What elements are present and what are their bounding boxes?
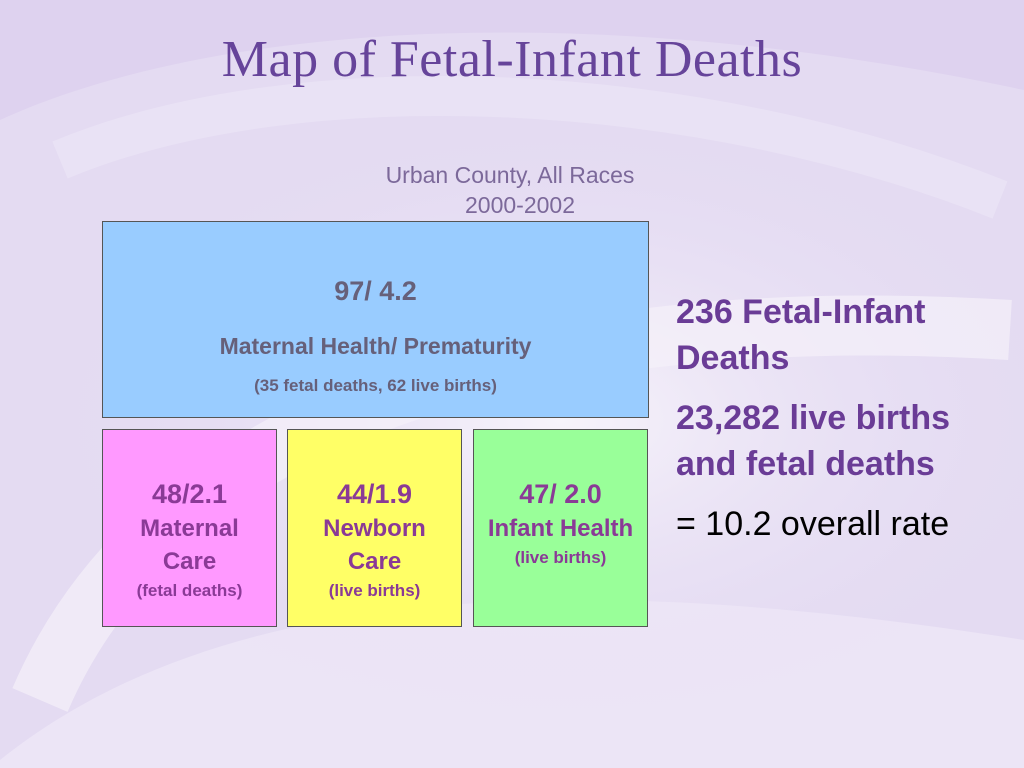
total-births-stat: 23,282 live births and fetal deaths bbox=[676, 399, 951, 483]
box-value: 47/ 2.0 bbox=[519, 479, 602, 509]
maternal-care-box: 48/2.1 Maternal Care (fetal deaths) bbox=[102, 429, 277, 627]
subtitle-location: Urban County, All Races bbox=[385, 162, 635, 188]
newborn-care-box: 44/1.9 Newborn Care (live births) bbox=[287, 429, 462, 627]
box-value: 97/ 4.2 bbox=[334, 276, 417, 306]
subtitle-years: 2000-2002 bbox=[465, 192, 575, 218]
box-note: (35 fetal deaths, 62 live births) bbox=[254, 376, 497, 395]
box-label: Newborn Care bbox=[323, 515, 426, 575]
maternal-health-prematurity-box: 97/ 4.2 Maternal Health/ Prematurity (35… bbox=[102, 221, 649, 418]
page-title: Map of Fetal-Infant Deaths bbox=[221, 31, 803, 88]
box-value: 44/1.9 bbox=[336, 479, 413, 509]
summary-panel: 236 Fetal-Infant Deaths 23,282 live birt… bbox=[676, 289, 976, 547]
subtitle: Urban County, All Races 2000-2002 bbox=[330, 160, 690, 220]
box-note: (fetal deaths) bbox=[136, 581, 243, 600]
box-note: (live births) bbox=[328, 581, 421, 600]
box-label: Infant Health bbox=[487, 515, 634, 542]
overall-rate: = 10.2 overall rate bbox=[676, 505, 950, 543]
infant-health-box: 47/ 2.0 Infant Health (live births) bbox=[473, 429, 648, 627]
total-deaths-stat: 236 Fetal-Infant Deaths bbox=[676, 293, 926, 377]
box-label: Maternal Care bbox=[140, 515, 239, 575]
box-label: Maternal Health/ Prematurity bbox=[219, 333, 532, 359]
box-value: 48/2.1 bbox=[151, 479, 228, 509]
box-note: (live births) bbox=[514, 548, 607, 567]
